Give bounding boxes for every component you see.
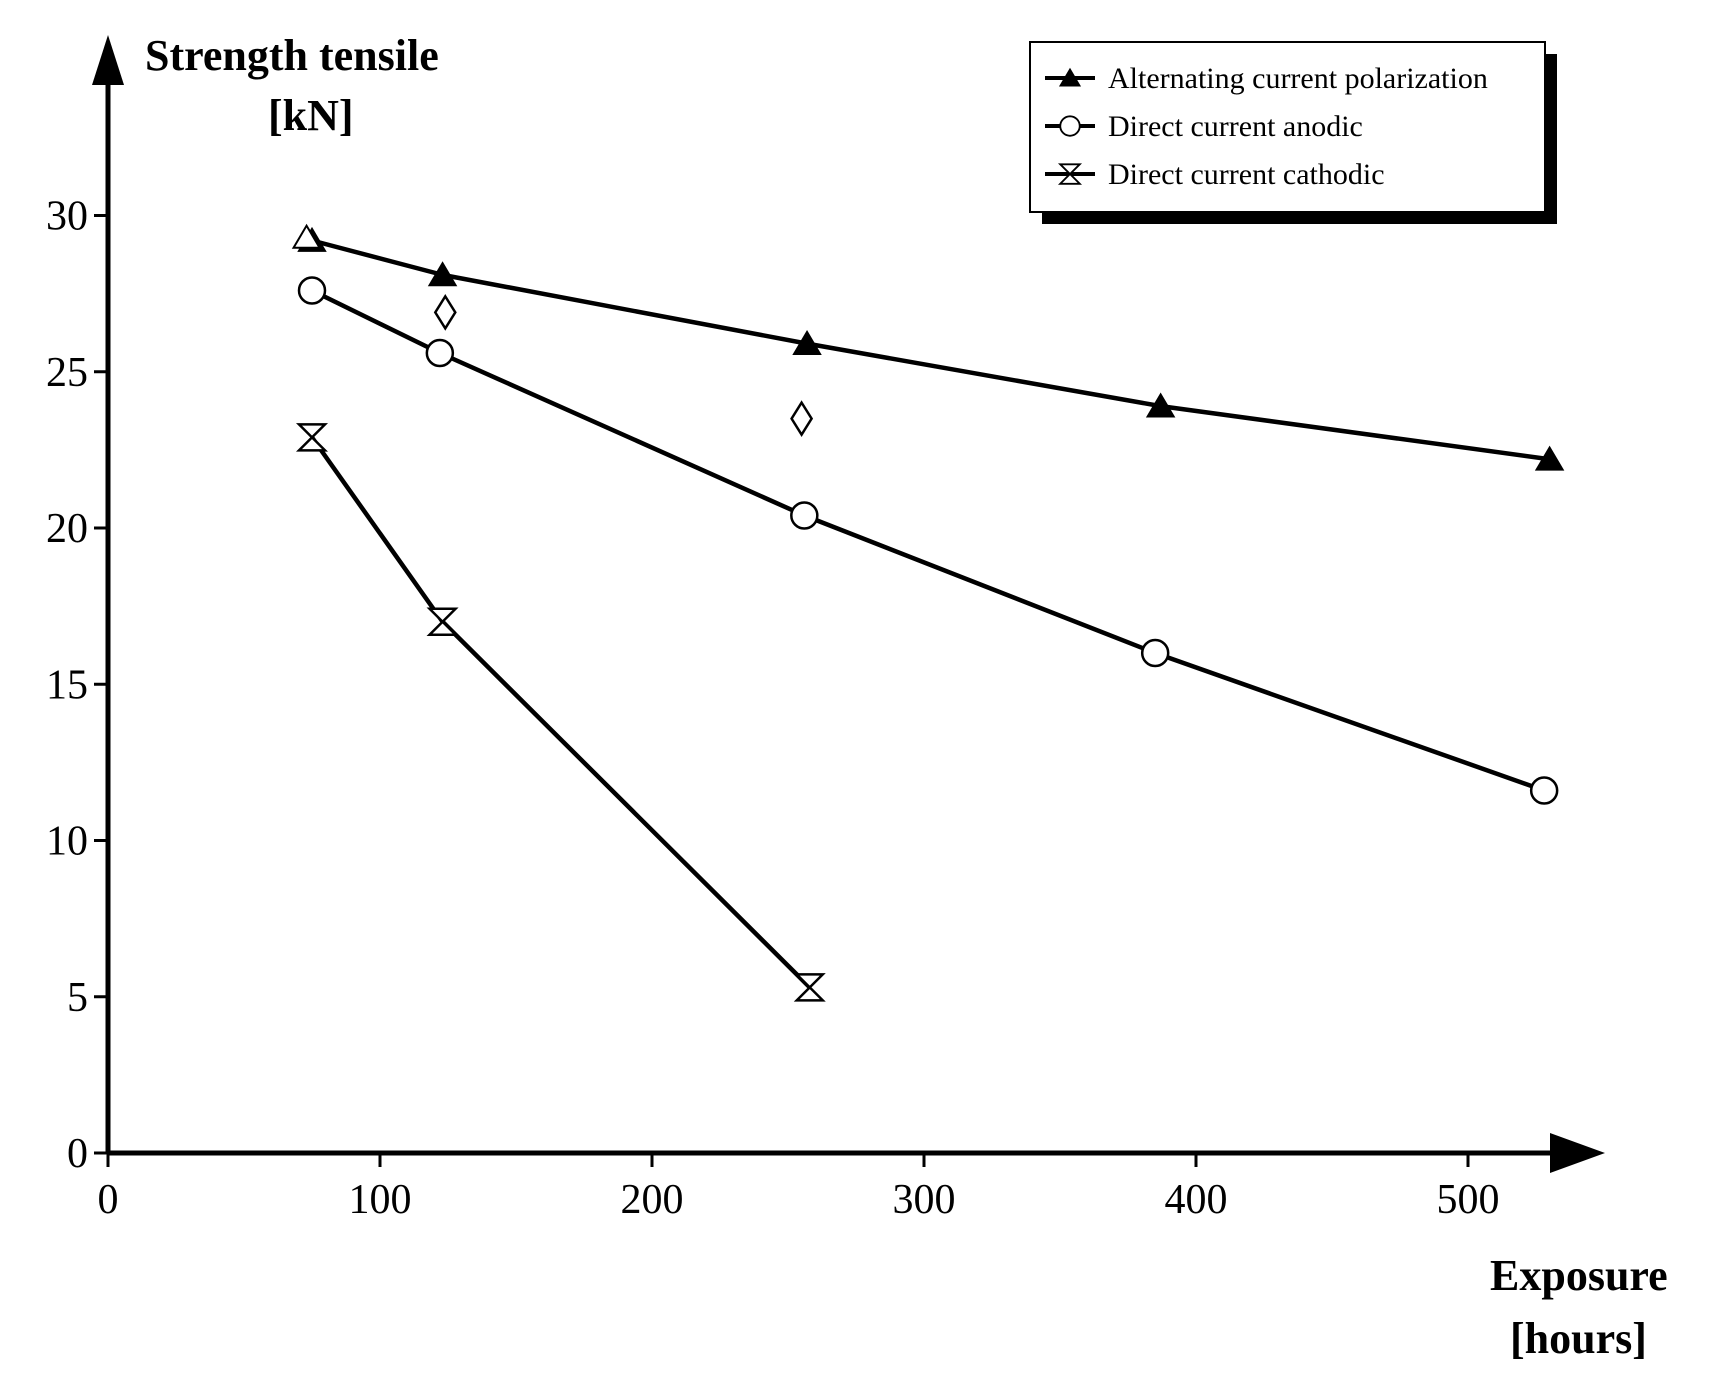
series-2-point-2-bottom: [793, 985, 826, 1002]
x-tick-label-200: 200: [621, 1177, 684, 1223]
series-2-point-2-top: [793, 973, 826, 990]
axes: [92, 35, 1605, 1173]
series-1-point-2: [790, 501, 819, 530]
x-tick-label-400: 400: [1165, 1177, 1228, 1223]
series-1-point-0: [297, 276, 327, 305]
series-0-point-3: [1145, 392, 1176, 418]
series-line-2: [310, 436, 812, 989]
series-1-point-1: [425, 338, 455, 368]
series-2-point-0-bottom: [295, 435, 329, 452]
extra-marker-0: [433, 294, 457, 331]
series-1-point-4: [1529, 776, 1559, 805]
y-tick-label-15: 15: [46, 662, 88, 708]
series-1-point-3: [1140, 638, 1170, 668]
axis-titles: Strength tensile [kN] Exposure [hours]: [145, 31, 1668, 1363]
series-2-point-1-top: [426, 607, 459, 624]
legend-label-2: Direct current cathodic: [1108, 158, 1385, 191]
y-tick-label-30: 30: [46, 194, 88, 240]
y-axis-arrow: [92, 35, 124, 85]
x-tick-label-300: 300: [893, 1177, 956, 1223]
series-1-point-2-shape: [790, 501, 819, 530]
series-0-point-1: [427, 261, 458, 287]
legend-marker-0-shape: [1058, 67, 1082, 87]
series-0-point-4-shape: [1534, 445, 1565, 471]
legend-marker-wrap-2: [1057, 163, 1083, 185]
series-0-point-2: [792, 329, 822, 356]
markers: [291, 223, 1565, 1002]
extra-marker-1: [790, 400, 814, 437]
series-2-point-2: [793, 973, 826, 1002]
legend-marker-wrap-1: [1059, 115, 1081, 137]
x-axis-title-line2: [hours]: [1510, 1314, 1647, 1363]
extra-marker-2-shape: [291, 223, 322, 249]
y-tick-label-20: 20: [46, 506, 88, 552]
legend-marker-wrap-0: [1058, 67, 1082, 87]
y-tick-label-10: 10: [46, 819, 88, 865]
legend-label-1: Direct current anodic: [1108, 110, 1363, 143]
x-axis-arrow: [1550, 1133, 1605, 1173]
y-tick-label-0: 0: [67, 1131, 88, 1177]
series-2-point-1-bottom: [426, 619, 459, 636]
series-0-point-1-shape: [427, 261, 458, 287]
series-1-point-4-shape: [1529, 776, 1559, 805]
legend-marker-1: [1059, 115, 1081, 137]
extra-marker-0-shape: [433, 294, 457, 331]
series-0-point-3-shape: [1145, 392, 1176, 418]
extra-marker-1-shape: [790, 400, 814, 437]
extra-marker-2: [291, 223, 322, 249]
x-tick-label-0: 0: [98, 1177, 119, 1223]
x-tick-label-500: 500: [1437, 1177, 1500, 1223]
series-2-point-0-top: [295, 423, 329, 440]
series-lines: [310, 238, 1550, 989]
series-0-point-4: [1534, 445, 1565, 471]
series-1-point-0-shape: [297, 276, 327, 305]
legend-marker-2: [1057, 163, 1083, 185]
legend-label-0: Alternating current polarization: [1108, 62, 1488, 95]
legend-marker-1-shape: [1059, 115, 1081, 137]
y-tick-label-5: 5: [67, 975, 88, 1021]
x-axis-title-line1: Exposure: [1490, 1251, 1668, 1300]
series-2-point-1: [426, 607, 459, 636]
legend-box: [1029, 41, 1546, 213]
x-tick-label-100: 100: [349, 1177, 412, 1223]
legend-marker-2-bottom: [1057, 172, 1083, 185]
legend-marker-0: [1058, 67, 1082, 87]
y-axis-title-line1: Strength tensile: [145, 31, 439, 80]
series-2-point-0: [295, 423, 329, 452]
series-1-point-3-shape: [1140, 638, 1170, 668]
legend-marker-2-top: [1057, 163, 1083, 176]
y-tick-label-25: 25: [46, 350, 88, 396]
y-axis-title-line2: [kN]: [268, 91, 354, 140]
legend: Alternating current polarization Direct c…: [1029, 41, 1557, 224]
series-line-0: [311, 238, 1550, 462]
series-0-point-2-shape: [792, 329, 822, 356]
series-1-point-1-shape: [425, 338, 455, 368]
